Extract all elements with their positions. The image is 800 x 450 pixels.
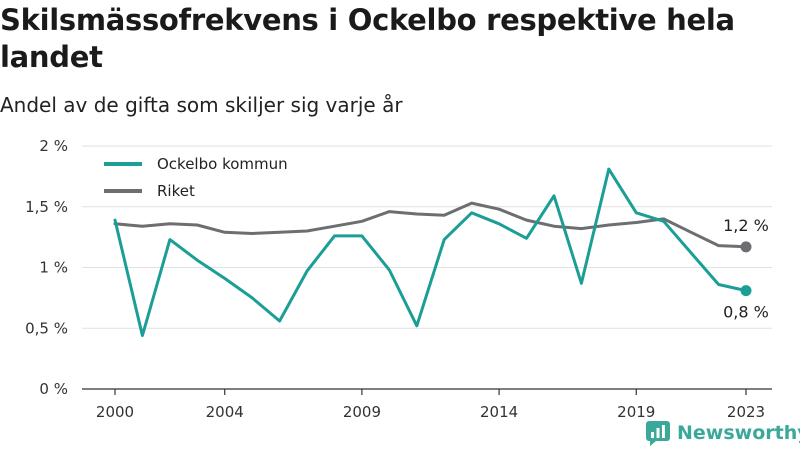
gridlines — [82, 145, 772, 329]
y-tick-label: 1 % — [39, 259, 68, 277]
x-tick-label: 2009 — [343, 403, 381, 421]
chart-title: Skilsmässofrekvens i Ockelbo respektive … — [0, 3, 735, 74]
series-line-ockelbo — [113, 167, 748, 337]
chart-subtitle: Andel av de gifta som skiljer sig varje … — [0, 93, 403, 117]
legend: Ockelbo kommun Riket — [104, 155, 288, 200]
axes: 0 % 0,5 % 1 % 1,5 % 2 % 2000 2004 2009 2014 2019 2… — [25, 137, 772, 421]
x-tick-label: 2023 — [727, 403, 765, 421]
y-tick-label: 2 % — [39, 137, 68, 155]
x-tick-label: 2014 — [480, 403, 518, 421]
brand-name: Newsworthy — [677, 422, 800, 444]
newsworthy-logo-icon — [646, 421, 670, 446]
series-lines: 1,2 % 0,8 % — [113, 167, 769, 337]
legend-label: Riket — [157, 182, 195, 200]
y-tick-label: 1,5 % — [25, 198, 68, 216]
x-tick-label: 2004 — [206, 403, 244, 421]
y-tick-label: 0 % — [39, 380, 68, 398]
series-end-label: 0,8 % — [723, 303, 769, 322]
series-end-label: 1,2 % — [723, 216, 769, 235]
series-end-point — [740, 285, 752, 297]
series-line-riket — [113, 201, 748, 249]
x-tick-label: 2019 — [617, 403, 655, 421]
x-tick-label: 2000 — [96, 403, 134, 421]
series-end-point — [740, 241, 752, 253]
y-tick-label: 0,5 % — [25, 319, 68, 337]
legend-label: Ockelbo kommun — [157, 155, 288, 173]
brand-logo: Newsworthy — [645, 420, 800, 446]
